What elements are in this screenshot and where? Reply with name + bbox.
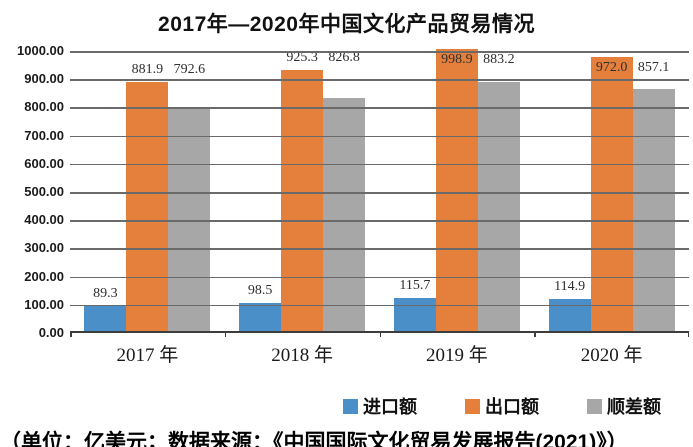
y-tick-label: 800.00 [24, 99, 64, 115]
bar-顺差额-2020年 [632, 89, 675, 331]
x-tick-label-2017年: 2017 年 [116, 345, 179, 366]
bar-进口额-2018年 [239, 303, 282, 331]
value-label-顺差额-2018年: 826.8 [328, 50, 360, 66]
bar-进口额-2019年 [393, 298, 436, 331]
axis-tick [534, 331, 536, 337]
value-label-出口额-2017年: 881.9 [131, 62, 164, 78]
y-tick-label: 500.00 [24, 184, 64, 199]
y-tick-label: 400.00 [24, 212, 64, 228]
legend-label: 顺差额 [607, 397, 661, 417]
axis-tick [687, 331, 689, 337]
bar-进口额-2017年 [84, 305, 127, 331]
bar-groups: 89.3 881.9 792.6 98.5 925.3 826.8 115.7 998.9 88… [70, 49, 689, 331]
legend-swatch-icon [343, 398, 358, 414]
x-tick-label-2018年: 2018 年 [271, 345, 333, 366]
value-label-出口额-2019年: 998.9 [441, 52, 473, 68]
bar-出口额-2017年 [126, 82, 169, 331]
bar-出口额-2018年 [281, 70, 324, 331]
bar-group-2019年: 115.7 998.9 883.2 [380, 49, 535, 331]
x-axis: 2017 年 2018 年 2019 年 2020 年 [70, 333, 689, 367]
gridline [70, 79, 689, 81]
value-label-出口额-2018年: 925.3 [286, 50, 318, 66]
legend-item-出口额: 出口额 [465, 393, 539, 419]
gridline [70, 248, 689, 250]
bar-group-2020年: 114.9 972.0 857.1 [534, 51, 689, 331]
y-tick-label: 1000.00 [17, 43, 64, 58]
axis-tick [70, 331, 72, 337]
gridline [70, 107, 689, 109]
x-tick-label-2020年: 2020 年 [580, 345, 643, 366]
gridline [70, 304, 689, 307]
y-tick-label: 900.00 [24, 71, 64, 87]
value-label-顺差额-2019年: 883.2 [483, 52, 515, 68]
bar-group-2017年: 89.3 881.9 792.6 [70, 51, 225, 331]
gridline [70, 192, 689, 194]
footnote: （单位：亿美元；数据来源：《中国国际文化贸易发展报告(2021)》） [0, 431, 628, 447]
bar-顺差额-2017年 [168, 107, 211, 331]
axis-tick [379, 331, 381, 337]
legend-swatch-icon [587, 398, 602, 414]
gridline [70, 135, 689, 138]
bar-进口额-2020年 [548, 298, 591, 331]
plot-area: 89.3 881.9 792.6 98.5 925.3 826.8 115.7 998.9 88… [70, 49, 689, 337]
value-label-进口额-2018年: 98.5 [247, 283, 273, 299]
value-label-出口额-2020年: 972.0 [595, 59, 628, 75]
legend-swatch-icon [465, 398, 480, 414]
y-tick-label: 300.00 [24, 240, 64, 256]
chart-region: 1000.00 900.00 800.00 700.00 600.00 500.00 400… [0, 43, 693, 340]
x-tick-label-2019年: 2019 年 [425, 345, 488, 366]
bar-顺差额-2018年 [323, 97, 366, 331]
chart-title: 2017年—2020年中国文化产品贸易情况 [158, 13, 535, 36]
value-label-进口额-2020年: 114.9 [554, 278, 586, 294]
y-tick-label: 200.00 [24, 268, 64, 284]
bar-出口额-2020年 [590, 56, 633, 331]
legend-label: 进口额 [363, 397, 417, 417]
y-axis: 1000.00 900.00 800.00 700.00 600.00 500.00 400… [0, 43, 70, 340]
axis-tick [224, 331, 227, 337]
gridline [70, 276, 689, 279]
y-tick-label: 0.00 [38, 325, 64, 340]
bar-出口额-2019年 [435, 49, 478, 331]
gridline [70, 220, 689, 222]
legend-label: 出口额 [485, 397, 539, 417]
gridline [70, 51, 689, 53]
y-tick-label: 600.00 [24, 155, 64, 171]
legend-item-顺差额: 顺差额 [587, 393, 661, 419]
y-tick-label: 700.00 [24, 127, 64, 143]
value-label-顺差额-2020年: 857.1 [637, 59, 670, 75]
value-label-顺差额-2017年: 792.6 [173, 62, 206, 78]
gridline [70, 163, 689, 166]
bar-group-2018年: 98.5 925.3 826.8 [225, 50, 380, 331]
legend-item-进口额: 进口额 [343, 393, 417, 419]
legend: 进口额 出口额 顺差额 [0, 393, 693, 419]
bar-顺差额-2019年 [477, 81, 520, 331]
value-label-进口额-2017年: 89.3 [93, 285, 118, 301]
y-tick-label: 100.00 [24, 296, 64, 312]
value-label-进口额-2019年: 115.7 [399, 278, 431, 294]
